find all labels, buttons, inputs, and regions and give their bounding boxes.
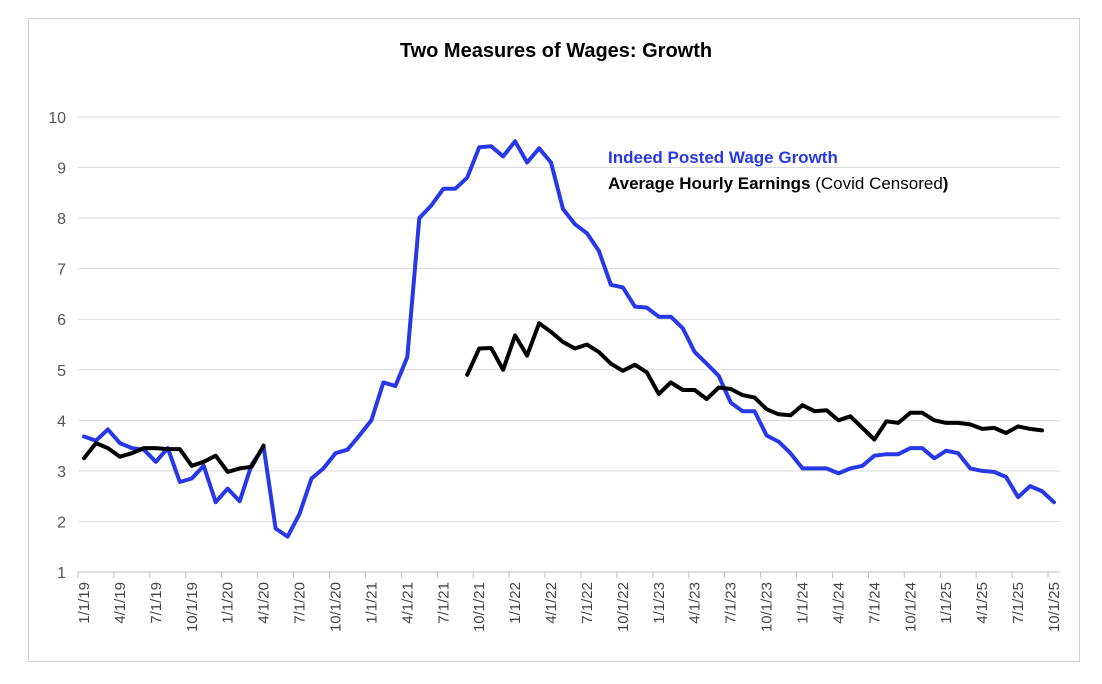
x-tick-label: 10/1/22 — [615, 582, 632, 632]
x-tick-label: 7/1/19 — [148, 582, 165, 624]
x-tick-label: 1/1/24 — [795, 582, 812, 624]
y-tick-label: 8 — [57, 211, 66, 228]
x-tick-label: 10/1/25 — [1046, 582, 1063, 632]
y-tick-label: 2 — [57, 514, 66, 531]
legend-aheo-normal: (Covid Censored — [811, 174, 943, 193]
legend-aheo-close: ) — [943, 174, 949, 193]
series-indeed-line — [82, 139, 1056, 539]
y-tick-label: 3 — [57, 464, 66, 481]
legend-aheo: Average Hourly Earnings (Covid Censored) — [608, 174, 948, 193]
series-lines — [82, 139, 1056, 539]
y-tick-label: 7 — [57, 262, 66, 279]
legend: Indeed Posted Wage Growth Average Hourly… — [608, 148, 948, 193]
x-tick-label: 7/1/20 — [292, 582, 309, 624]
x-axis: 1/1/19 4/1/19 7/1/19 10/1/19 1/1/20 4/1/20 7/1… — [76, 571, 1063, 632]
x-tick-label: 7/1/21 — [435, 582, 452, 624]
x-tick-label: 1/1/21 — [363, 582, 380, 624]
y-tick-label: 10 — [48, 110, 66, 127]
y-tick-label: 5 — [57, 363, 66, 380]
x-tick-label: 10/1/23 — [759, 582, 776, 632]
x-tick-label: 1/1/23 — [651, 582, 668, 624]
x-tick-label: 1/1/19 — [76, 582, 93, 624]
series-aheo-line-segment-2 — [465, 321, 1044, 442]
x-tick-label: 1/1/25 — [938, 582, 955, 624]
x-tick-label: 1/1/22 — [507, 582, 524, 624]
x-tick-label: 1/1/20 — [220, 582, 237, 624]
y-tick-label: 9 — [57, 161, 66, 178]
x-tick-label: 4/1/25 — [974, 582, 991, 624]
gridlines — [78, 116, 1060, 522]
x-tick-label: 4/1/22 — [543, 582, 560, 624]
y-tick-label: 6 — [57, 312, 66, 329]
x-tick-label: 7/1/24 — [866, 582, 883, 624]
x-tick-label: 7/1/23 — [723, 582, 740, 624]
x-tick-label: 7/1/25 — [1010, 582, 1027, 624]
x-tick-label: 4/1/21 — [399, 582, 416, 624]
y-tick-label: 1 — [57, 565, 66, 582]
x-tick-label: 10/1/19 — [184, 582, 201, 632]
line-chart: Two Measures of Wages: Growth 1234567891… — [48, 40, 1063, 632]
x-tick-label: 7/1/22 — [579, 582, 596, 624]
legend-indeed: Indeed Posted Wage Growth — [608, 148, 838, 167]
x-tick-label: 4/1/24 — [830, 582, 847, 624]
x-tick-label: 10/1/21 — [471, 582, 488, 632]
x-tick-label: 10/1/20 — [327, 582, 344, 632]
x-tick-label: 4/1/19 — [112, 582, 129, 624]
x-tick-label: 10/1/24 — [902, 582, 919, 632]
y-axis: 1 2 3 4 5 6 7 8 9 10 — [48, 110, 66, 582]
x-tick-label: 4/1/20 — [256, 582, 273, 624]
x-tick-label: 4/1/23 — [687, 582, 704, 624]
y-tick-label: 4 — [57, 413, 66, 430]
series-aheo-line-segment-1 — [82, 441, 266, 474]
legend-aheo-bold: Average Hourly Earnings — [608, 174, 811, 193]
chart-title: Two Measures of Wages: Growth — [400, 40, 712, 62]
